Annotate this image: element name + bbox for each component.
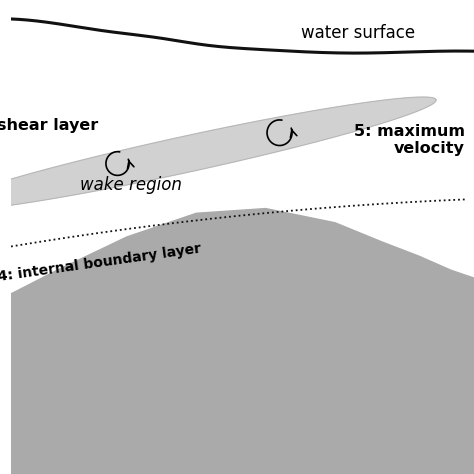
Text: water surface: water surface <box>301 24 415 42</box>
Text: shear layer: shear layer <box>0 118 99 133</box>
Text: 5: maximum
velocity: 5: maximum velocity <box>354 124 465 156</box>
Text: wake region: wake region <box>81 176 182 194</box>
Polygon shape <box>0 97 436 211</box>
Text: 4: internal boundary layer: 4: internal boundary layer <box>0 242 202 284</box>
Polygon shape <box>6 209 474 474</box>
